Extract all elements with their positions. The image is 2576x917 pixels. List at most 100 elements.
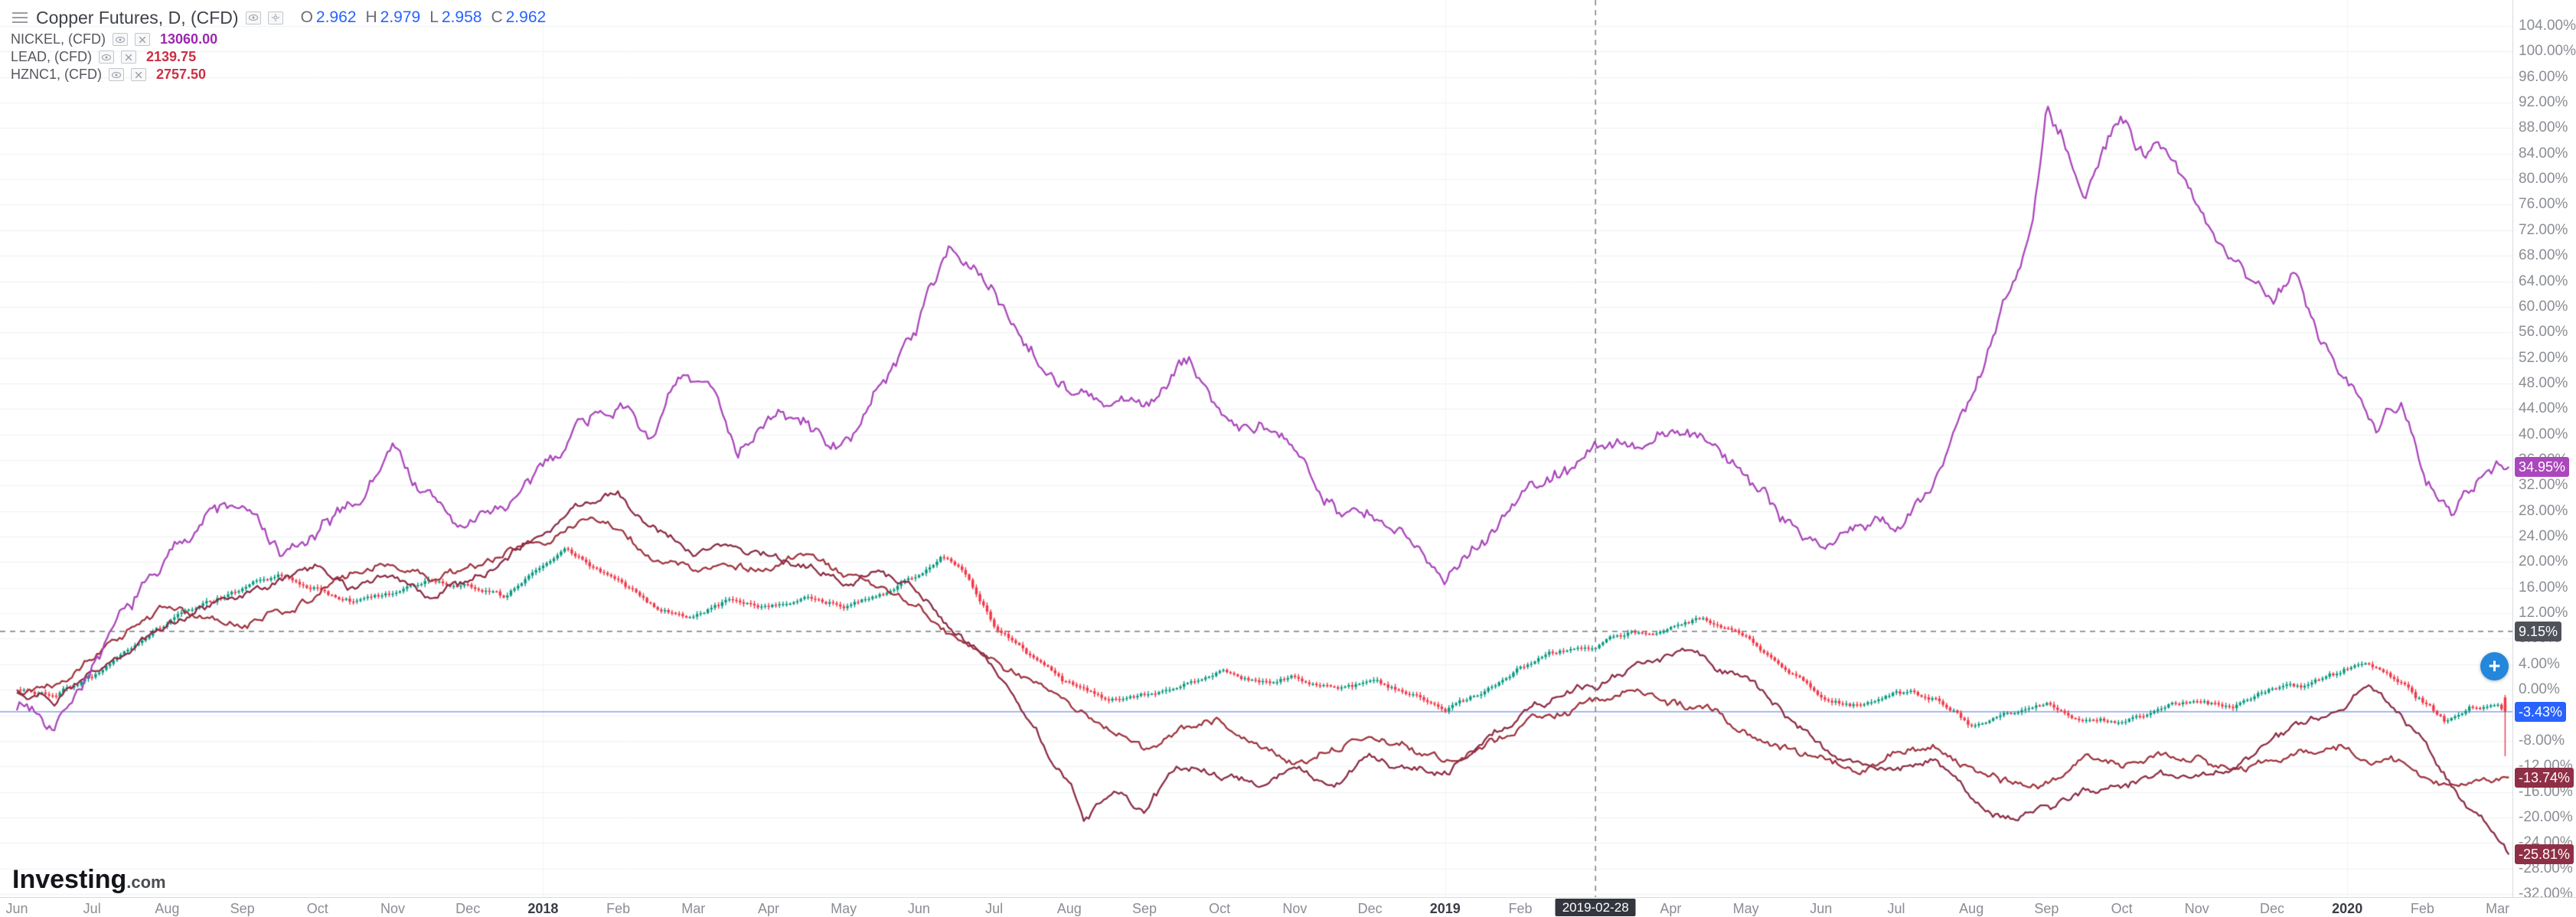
time-tick-label: Jul: [985, 901, 1004, 916]
close-value: 2.962: [505, 8, 547, 26]
main-symbol-row: Copper Futures, D, (CFD) O 2.962 H 2.979 L…: [11, 5, 546, 31]
price-tick-label: 28.00%: [2519, 502, 2568, 519]
investing-logo: Investing.com: [12, 865, 166, 895]
time-tick-label: 2020: [2332, 901, 2363, 916]
time-tick-label: Feb: [2410, 901, 2434, 916]
time-tick-label: Jun: [5, 901, 28, 916]
close-icon[interactable]: [121, 51, 137, 64]
price-badge: 34.95%: [2515, 456, 2570, 477]
price-badge: -25.81%: [2515, 844, 2574, 865]
time-tick-label: Aug: [1959, 901, 1984, 916]
close-label: C: [491, 8, 503, 26]
time-tick-label: Dec: [2259, 901, 2285, 916]
legend: Copper Futures, D, (CFD) O 2.962 H 2.979 L…: [11, 5, 546, 83]
price-tick-label: -8.00%: [2519, 732, 2565, 749]
price-badge: 9.15%: [2515, 621, 2562, 641]
time-tick-label: Apr: [757, 901, 780, 916]
eye-icon[interactable]: [99, 51, 115, 64]
price-tick-label: 24.00%: [2519, 528, 2568, 545]
chart-canvas[interactable]: [0, 0, 2512, 897]
eye-icon[interactable]: [113, 33, 129, 46]
price-tick-label: 12.00%: [2519, 605, 2568, 622]
time-tick-label: Dec: [455, 901, 481, 916]
price-tick-label: 52.00%: [2519, 349, 2568, 366]
time-tick-label: Oct: [2111, 901, 2133, 916]
price-tick-label: 48.00%: [2519, 374, 2568, 391]
menu-icon[interactable]: [11, 9, 29, 26]
eye-icon[interactable]: [109, 68, 124, 81]
compare-symbol-value: 2139.75: [146, 49, 197, 64]
time-tick-label: Sep: [230, 901, 255, 916]
time-tick-label: Dec: [1357, 901, 1383, 916]
price-tick-label: 64.00%: [2519, 272, 2568, 289]
eye-icon[interactable]: [245, 11, 261, 24]
price-tick-label: 96.00%: [2519, 68, 2568, 85]
time-tick-label: Sep: [1131, 901, 1157, 916]
time-tick-label: Mar: [681, 901, 706, 916]
compare-symbol-name[interactable]: HZNC1, (CFD): [11, 67, 102, 82]
time-tick-label: Jun: [1810, 901, 1833, 916]
time-tick-label: Nov: [380, 901, 406, 916]
time-tick-label: Jul: [83, 901, 101, 916]
ohlc-values: O 2.962 H 2.979 L 2.958 C 2.962: [295, 8, 547, 27]
price-tick-label: 76.00%: [2519, 196, 2568, 213]
time-tick-label: Nov: [2184, 901, 2209, 916]
time-tick-label: Nov: [1282, 901, 1308, 916]
compare-row-hznc1: HZNC1, (CFD) 2757.50: [11, 66, 546, 83]
time-tick-label: Oct: [306, 901, 328, 916]
low-label: L: [429, 8, 439, 26]
compare-row-lead: LEAD, (CFD) 2139.75: [11, 48, 546, 66]
price-tick-label: 32.00%: [2519, 477, 2568, 494]
time-tick-label: Apr: [1660, 901, 1682, 916]
compare-symbol-name[interactable]: NICKEL, (CFD): [11, 31, 106, 47]
close-icon[interactable]: [131, 68, 146, 81]
price-tick-label: 40.00%: [2519, 426, 2568, 442]
price-tick-label: -20.00%: [2519, 808, 2573, 825]
compare-symbol-value: 13060.00: [160, 31, 218, 47]
open-label: O: [300, 8, 313, 26]
price-tick-label: 56.00%: [2519, 324, 2568, 341]
price-tick-label: 84.00%: [2519, 145, 2568, 162]
open-value: 2.962: [315, 8, 357, 26]
logo-brand-text: Investing: [12, 865, 127, 894]
price-tick-label: 92.00%: [2519, 94, 2568, 111]
price-badge: -3.43%: [2515, 701, 2567, 722]
time-tick-label: Jul: [1887, 901, 1905, 916]
time-tick-label: Jun: [907, 901, 930, 916]
compare-row-nickel: NICKEL, (CFD) 13060.00: [11, 31, 546, 48]
time-tick-label: Sep: [2034, 901, 2059, 916]
high-value: 2.979: [380, 8, 421, 26]
instant-order-button[interactable]: +: [2480, 652, 2509, 680]
price-scale[interactable]: 104.00% 100.00% 96.00% 92.00% 88.00% 84.00% 80…: [2512, 0, 2576, 902]
price-tick-label: 100.00%: [2519, 43, 2576, 60]
symbol-title[interactable]: Copper Futures, D, (CFD): [36, 7, 239, 28]
price-tick-label: 72.00%: [2519, 221, 2568, 238]
price-tick-label: 104.00%: [2519, 18, 2576, 34]
price-tick-label: 16.00%: [2519, 579, 2568, 596]
time-tick-label: Mar: [2486, 901, 2510, 916]
low-value: 2.958: [441, 8, 482, 26]
price-tick-label: 4.00%: [2519, 655, 2560, 672]
settings-icon[interactable]: [267, 11, 283, 24]
logo-suffix-text: .com: [126, 873, 166, 892]
selected-date-badge: 2019-02-28: [1555, 899, 1636, 916]
price-badge: -13.74%: [2515, 767, 2574, 788]
time-tick-label: 2019: [1429, 901, 1461, 916]
time-tick-label: May: [1732, 901, 1759, 916]
close-icon[interactable]: [135, 33, 151, 46]
time-tick-label: Oct: [1209, 901, 1231, 916]
time-tick-label: Aug: [1056, 901, 1082, 916]
price-tick-label: -16.00%: [2519, 783, 2573, 800]
time-tick-label: Feb: [606, 901, 631, 916]
time-tick-label: Aug: [155, 901, 180, 916]
time-tick-label: May: [831, 901, 857, 916]
time-tick-label: Feb: [1508, 901, 1533, 916]
time-axis[interactable]: Jun Jul Aug Sep Oct Nov Dec 2018 Feb Mar Apr May Jun…: [0, 897, 2576, 917]
time-tick-label: 2018: [527, 901, 559, 916]
compare-symbol-value: 2757.50: [156, 67, 207, 82]
compare-symbol-name[interactable]: LEAD, (CFD): [11, 49, 93, 64]
price-tick-label: 20.00%: [2519, 553, 2568, 570]
price-tick-label: 60.00%: [2519, 298, 2568, 315]
high-label: H: [365, 8, 377, 26]
